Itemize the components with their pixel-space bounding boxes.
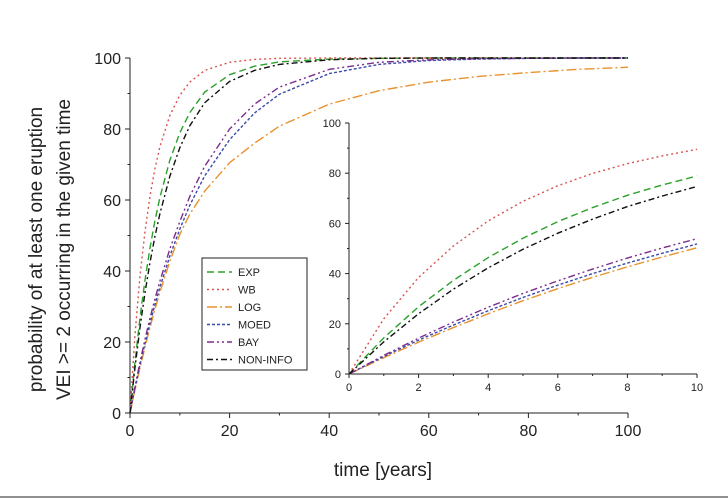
series-line-non-info <box>129 57 628 414</box>
legend: EXP WB LOG MOED BAY NON-INFO <box>201 257 308 371</box>
y-tick-label: 20 <box>329 319 341 331</box>
series-line-moed <box>348 243 698 375</box>
y-tick-label: 40 <box>329 269 341 281</box>
y-tick-label: 80 <box>103 122 121 139</box>
y-tick-label: 0 <box>335 369 341 381</box>
legend-box <box>201 257 308 371</box>
x-tick-label: 40 <box>320 423 338 440</box>
series-line-log <box>129 66 629 414</box>
y-tick-label: 0 <box>112 406 121 423</box>
x-tick-label: 60 <box>420 423 438 440</box>
x-tick-label: 0 <box>126 423 135 440</box>
y-axis-title-line-1: probability of at least one eruption <box>26 107 47 392</box>
x-tick-label: 100 <box>615 423 642 440</box>
x-tick-label: 0 <box>346 382 352 394</box>
legend-label: EXP <box>238 267 260 279</box>
y-tick-label: 20 <box>103 335 121 352</box>
y-axis-title-line-2: VEI >= 2 occurring in the given time <box>54 99 75 400</box>
series-line-wb <box>348 148 698 375</box>
y-tick-label: 100 <box>94 51 121 68</box>
y-tick-label: 60 <box>329 218 341 230</box>
x-axis-title: time [years] <box>334 460 432 481</box>
series-line-bay <box>129 57 628 414</box>
series-line-moed <box>129 57 628 414</box>
legend-label: LOG <box>238 302 261 314</box>
x-tick-label: 4 <box>485 382 491 394</box>
x-tick-label: 8 <box>624 382 630 394</box>
series-line-bay <box>348 238 698 375</box>
x-tick-label: 2 <box>416 382 422 394</box>
legend-label: BAY <box>238 337 260 349</box>
y-tick-label: 80 <box>329 168 341 180</box>
x-tick-label: 6 <box>555 382 561 394</box>
legend-label: NON-INFO <box>238 355 293 367</box>
x-tick-label: 20 <box>221 423 239 440</box>
y-tick-label: 40 <box>103 264 121 281</box>
series-line-log <box>348 247 698 375</box>
legend-label: WB <box>238 285 256 297</box>
series-line-non-info <box>348 185 698 375</box>
y-tick-label: 60 <box>103 193 121 210</box>
y-tick-label: 100 <box>323 118 341 130</box>
x-tick-label: 10 <box>691 382 703 394</box>
series-line-exp <box>348 175 698 375</box>
x-tick-label: 80 <box>520 423 538 440</box>
legend-label: MOED <box>238 320 271 332</box>
inset-background <box>349 117 707 374</box>
